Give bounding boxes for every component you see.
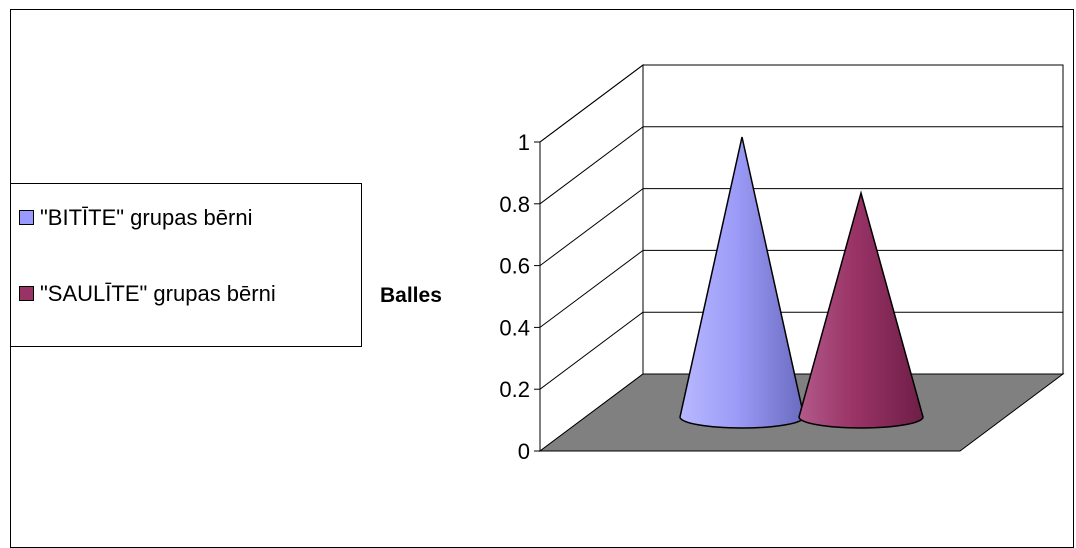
y-tick-label: 0 — [518, 439, 530, 464]
legend-label-bitite: "BITĪTE" grupas bērni — [40, 205, 253, 230]
y-tick-label: 1 — [518, 130, 530, 155]
gridline-side — [539, 249, 644, 328]
legend-label-saulite: "SAULĪTE" grupas bērni — [40, 281, 276, 306]
gridline-side — [539, 64, 644, 143]
y-tick-label: 0.2 — [499, 377, 530, 402]
gridline-side — [539, 126, 644, 205]
legend-item-saulite: "SAULĪTE" grupas bērni — [19, 279, 360, 309]
y-tick-label: 0.8 — [499, 192, 530, 217]
chart-legend: "BITĪTE" grupas bērni "SAULĪTE" grupas b… — [10, 183, 362, 347]
cone-1 — [798, 190, 924, 429]
legend-item-bitite: "BITĪTE" grupas bērni — [19, 203, 360, 233]
gridline-side — [539, 311, 644, 390]
y-tick-label: 0.4 — [499, 315, 530, 340]
cone-0 — [679, 136, 805, 429]
legend-swatch-saulite — [19, 286, 34, 301]
cone-body-1 — [798, 190, 924, 429]
y-axis-label: Balles — [380, 284, 442, 307]
y-tick-label: 0.6 — [499, 254, 530, 279]
gridline-side — [539, 188, 644, 267]
cone-body-0 — [679, 136, 805, 429]
legend-swatch-bitite — [19, 210, 34, 225]
